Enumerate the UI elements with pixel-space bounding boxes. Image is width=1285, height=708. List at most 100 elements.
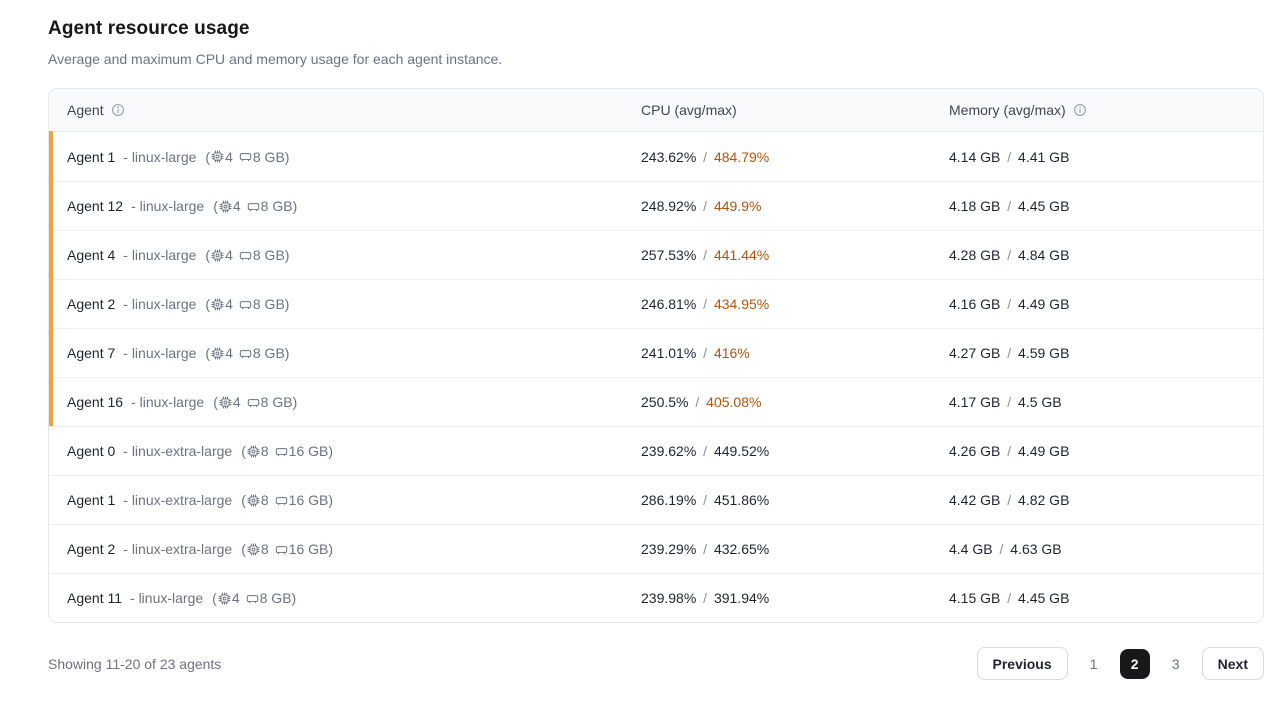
agent-name: Agent 11 [67,590,123,606]
cpu-max-value: 449.9% [713,198,762,214]
page-button-1[interactable]: 1 [1089,655,1098,672]
table-row: Agent 2 - linux-large ( 4 8 GB ) 246.81%… [49,279,1263,328]
cpu-avg-value: 239.29% [641,541,697,557]
value-separator: / [699,198,711,214]
memory-max-value: 4.45 GB [1018,198,1070,214]
memory-cell: 4.28 GB / 4.84 GB [949,247,1263,263]
agent-spec: ( 4 8 GB ) [205,345,289,361]
spec-open-paren: ( [241,492,246,508]
agent-resource-usage-panel: Agent resource usage Average and maximum… [48,18,1264,680]
cpu-avg-value: 286.19% [641,492,697,508]
page-title: Agent resource usage [48,18,250,39]
cpu-chip-icon [218,591,231,605]
memory-avg-value: 4.17 GB [949,394,1001,410]
value-separator: / [1003,394,1016,410]
agent-cell: Agent 12 - linux-large ( 4 8 GB ) [49,198,641,214]
info-icon[interactable] [111,103,125,117]
spec-memory-size: 16 GB [288,443,329,459]
agent-spec: ( 4 8 GB ) [213,198,297,214]
cpu-avg-value: 239.98% [641,590,697,606]
memory-avg-value: 4.16 GB [949,296,1001,312]
spec-open-paren: ( [212,590,217,606]
agent-cell: Agent 1 - linux-extra-large ( 8 16 GB ) [49,492,641,508]
memory-icon [246,594,258,603]
value-separator: / [1003,492,1016,508]
memory-cell: 4.16 GB / 4.49 GB [949,296,1263,312]
value-separator: / [699,590,711,606]
spec-cpu-count: 4 [225,345,233,361]
table-row: Agent 2 - linux-extra-large ( 8 16 GB ) … [49,524,1263,573]
memory-icon [247,202,259,211]
memory-avg-value: 4.14 GB [949,148,1001,165]
agent-instance-type: - linux-large [131,394,205,410]
spec-memory-size: 8 GB [260,394,293,410]
memory-icon [239,153,252,162]
memory-cell: 4.26 GB / 4.49 GB [949,443,1263,459]
memory-avg-value: 4.27 GB [949,345,1001,361]
agent-instance-type: - linux-extra-large [123,443,233,459]
cpu-avg-value: 241.01% [641,345,697,361]
agent-instance-type: - linux-large [123,296,197,312]
value-separator: / [699,296,711,312]
spec-cpu-count: 8 [260,492,269,508]
memory-max-value: 4.49 GB [1018,296,1070,312]
agents-table: Agent CPU (avg/max) Memory (avg/max) Age… [48,88,1264,623]
agent-instance-type: - linux-large [123,345,197,361]
cpu-max-value: 449.52% [713,443,770,459]
agent-name: Agent 16 [67,394,124,410]
cpu-chip-icon [247,542,260,556]
spec-memory-size: 16 GB [288,492,329,508]
memory-max-value: 4.82 GB [1018,492,1070,508]
memory-cell: 4.27 GB / 4.59 GB [949,345,1263,361]
agent-name: Agent 1 [67,148,116,165]
cpu-avg-value: 257.53% [641,247,697,263]
cpu-max-value: 441.44% [713,247,770,263]
spec-close-paren: ) [284,247,290,263]
value-separator: / [1003,198,1016,214]
page-subtitle: Average and maximum CPU and memory usage… [48,51,503,67]
spec-memory-size: 16 GB [288,541,329,557]
memory-max-value: 4.63 GB [1010,541,1062,557]
value-separator: / [1003,590,1016,606]
cpu-chip-icon [247,444,260,458]
value-separator: / [699,247,711,263]
value-separator: / [1003,247,1016,263]
previous-page-button[interactable]: Previous [976,647,1068,680]
memory-max-value: 4.5 GB [1018,394,1062,410]
column-header-cpu-label: CPU (avg/max) [641,102,737,118]
spec-open-paren: ( [205,296,211,312]
cpu-avg-value: 248.92% [641,198,697,214]
cpu-chip-icon [219,199,232,213]
page-button-3[interactable]: 3 [1171,655,1180,672]
spec-memory-size: 8 GB [252,247,285,263]
column-header-memory: Memory (avg/max) [949,102,1263,118]
agent-spec: ( 4 8 GB ) [212,590,296,606]
next-page-button[interactable]: Next [1201,647,1264,680]
value-separator: / [691,394,704,410]
value-separator: / [699,345,711,361]
agent-name: Agent 4 [67,247,116,263]
page-button-2[interactable]: 2 [1119,648,1150,679]
agent-spec: ( 4 8 GB ) [205,149,289,165]
agent-name: Agent 12 [67,198,124,214]
info-icon[interactable] [1073,103,1087,117]
cpu-max-value: 416% [713,345,750,361]
cpu-cell: 246.81% / 434.95% [641,296,949,312]
agent-name: Agent 7 [67,345,116,361]
agent-instance-type: - linux-extra-large [123,492,233,508]
table-row: Agent 0 - linux-extra-large ( 8 16 GB ) … [49,426,1263,475]
column-header-memory-label: Memory (avg/max) [949,102,1066,118]
column-header-agent: Agent [49,102,641,118]
spec-close-paren: ) [284,148,290,165]
column-header-cpu: CPU (avg/max) [641,102,949,118]
spec-memory-size: 8 GB [252,345,285,361]
memory-icon [239,349,252,358]
memory-icon [275,545,287,554]
pagination: Previous 1 2 3 Next [976,647,1264,680]
table-row: Agent 1 - linux-large ( 4 8 GB ) 243.62%… [49,131,1263,181]
cpu-cell: 243.62% / 484.79% [641,149,949,165]
spec-close-paren: ) [291,590,297,606]
memory-max-value: 4.59 GB [1018,345,1070,361]
agent-cell: Agent 1 - linux-large ( 4 8 GB ) [49,149,641,165]
cpu-chip-icon [211,346,224,360]
